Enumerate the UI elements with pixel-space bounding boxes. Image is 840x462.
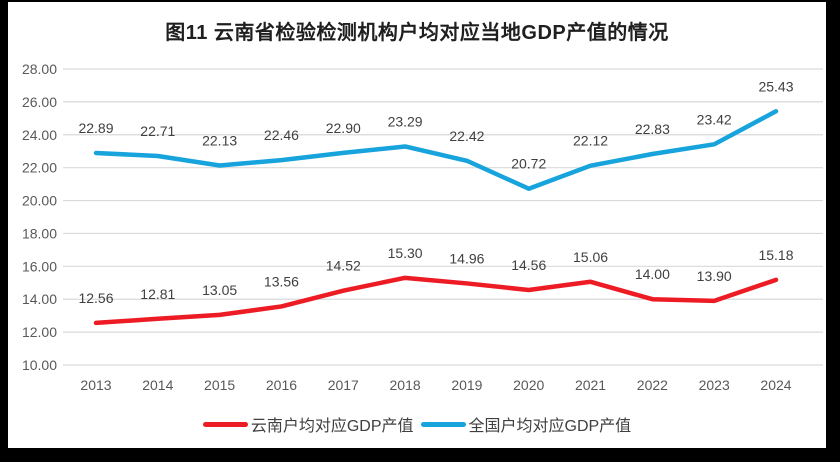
data-label-1: 22.89 <box>78 120 113 136</box>
y-axis-tick-label: 10.00 <box>22 357 57 373</box>
data-label-1: 22.42 <box>449 128 484 144</box>
data-label-1: 22.90 <box>326 120 361 136</box>
x-axis-tick-label: 2021 <box>575 377 606 393</box>
data-label-1: 25.43 <box>758 78 793 94</box>
legend-line-swatch <box>202 421 248 427</box>
chart-title: 图11 云南省检验检测机构户均对应当地GDP产值的情况 <box>165 22 669 44</box>
x-axis-tick-label: 2013 <box>80 377 111 393</box>
data-label-1: 22.46 <box>264 127 299 143</box>
data-label-1: 22.13 <box>202 133 237 149</box>
data-label-1: 23.42 <box>697 111 732 127</box>
data-label-0: 14.96 <box>449 250 484 266</box>
legend-label: 云南户均对应GDP产值 <box>250 418 414 435</box>
data-label-0: 14.52 <box>326 258 361 274</box>
data-label-1: 20.72 <box>511 156 546 172</box>
x-axis-tick-label: 2019 <box>451 377 482 393</box>
series-line-0 <box>93 275 779 326</box>
y-axis-tick-label: 26.00 <box>22 94 57 110</box>
x-axis-tick-label: 2022 <box>637 377 668 393</box>
x-axis-tick-label: 2023 <box>699 377 730 393</box>
data-label-0: 12.81 <box>140 286 175 302</box>
y-axis-tick-label: 22.00 <box>22 160 57 176</box>
legend-label: 全国户均对应GDP产值 <box>468 418 632 435</box>
y-axis-tick-label: 24.00 <box>22 127 57 143</box>
y-axis-tick-label: 16.00 <box>22 258 57 274</box>
data-label-0: 15.18 <box>758 247 793 263</box>
x-axis-tick-label: 2014 <box>142 377 173 393</box>
data-label-0: 12.56 <box>78 290 113 306</box>
x-axis-tick-label: 2017 <box>328 377 359 393</box>
data-label-0: 13.56 <box>264 273 299 289</box>
x-axis-tick-label: 2020 <box>513 377 544 393</box>
x-axis-tick-label: 2015 <box>204 377 235 393</box>
data-label-0: 14.00 <box>635 266 670 282</box>
data-label-0: 13.05 <box>202 282 237 298</box>
data-label-0: 15.30 <box>388 245 423 261</box>
series-line-1 <box>93 109 779 191</box>
x-axis-tick-label: 2018 <box>390 377 421 393</box>
data-label-1: 22.71 <box>140 123 175 139</box>
y-axis-tick-label: 12.00 <box>22 324 57 340</box>
data-label-0: 13.90 <box>697 268 732 284</box>
data-label-0: 14.56 <box>511 257 546 273</box>
legend-item-1: 全国户均对应GDP产值 <box>420 412 632 436</box>
data-label-1: 22.83 <box>635 121 670 137</box>
data-label-1: 23.29 <box>388 113 423 129</box>
frame-border-bottom <box>0 448 840 462</box>
frame-border-top <box>0 0 840 2</box>
x-axis-tick-label: 2016 <box>266 377 297 393</box>
data-label-1: 22.12 <box>573 133 608 149</box>
data-label-0: 15.06 <box>573 249 608 265</box>
y-axis-tick-label: 28.00 <box>22 61 57 77</box>
y-axis-tick-label: 14.00 <box>22 291 57 307</box>
x-axis-tick-label: 2024 <box>760 377 791 393</box>
y-axis-tick-label: 18.00 <box>22 225 57 241</box>
legend-item-0: 云南户均对应GDP产值 <box>202 412 414 436</box>
frame-border-right <box>826 0 840 462</box>
legend-line-swatch <box>420 421 466 427</box>
chart-legend: 云南户均对应GDP产值 全国户均对应GDP产值 <box>8 408 826 440</box>
frame-border-left <box>0 0 8 462</box>
y-axis-tick-label: 20.00 <box>22 193 57 209</box>
